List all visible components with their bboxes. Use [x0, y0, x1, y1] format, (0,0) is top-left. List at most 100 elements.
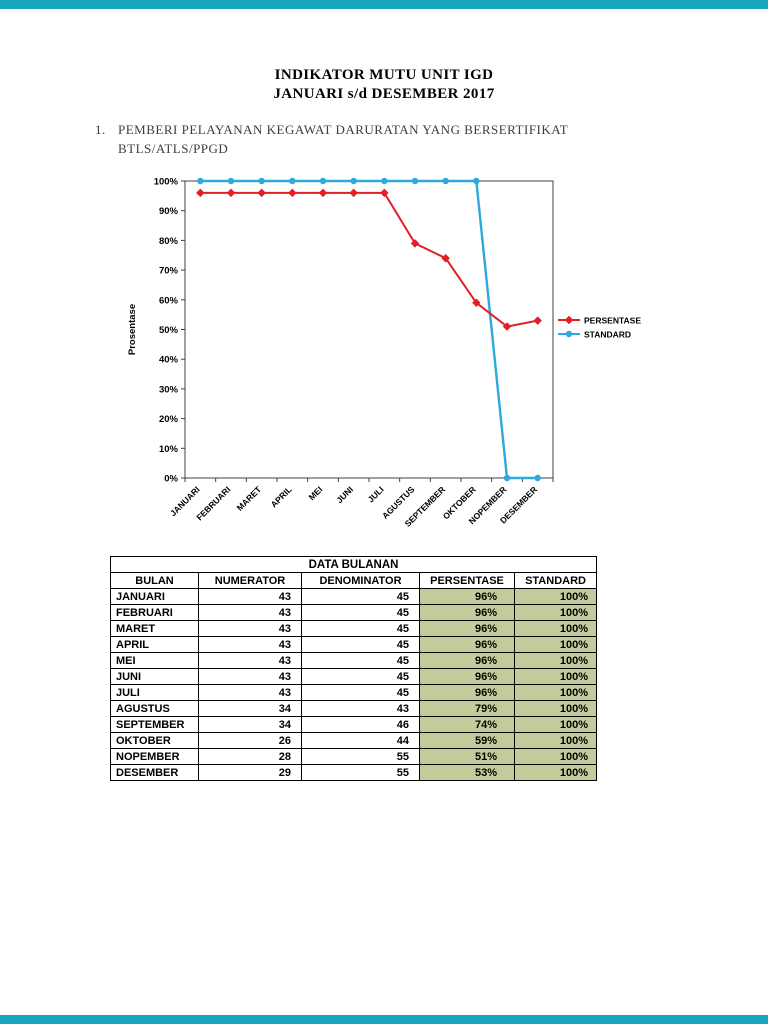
cell-standard: 100%: [513, 636, 598, 653]
top-accent-strip: [0, 0, 768, 9]
cell-bulan: APRIL: [110, 636, 199, 653]
standard-series-line: [200, 179, 538, 480]
table-row: JANUARI 43 45 96% 100%: [110, 588, 598, 605]
cell-persentase: 51%: [419, 748, 515, 765]
cell-persentase: 96%: [419, 588, 515, 605]
y-axis-title: Prosentase: [127, 304, 138, 355]
cell-standard: 100%: [513, 604, 598, 621]
table-title: DATA BULANAN: [109, 556, 598, 573]
cell-denominator: 45: [301, 652, 420, 669]
x-category-label: MARET: [235, 484, 264, 513]
cell-numerator: 29: [198, 764, 302, 781]
y-tick-label: 30%: [159, 384, 179, 395]
table-row: DESEMBER 29 55 53% 100%: [110, 764, 598, 781]
table-row: AGUSTUS 34 43 79% 100%: [110, 700, 598, 717]
table-header-row: BULAN NUMERATOR DENOMINATOR PERSENTASE S…: [110, 572, 598, 589]
y-tick-label: 10%: [159, 444, 179, 455]
cell-numerator: 43: [198, 604, 302, 621]
x-category-label: JUNI: [334, 484, 355, 505]
persentase-marker: [533, 316, 542, 325]
legend-persentase-label: PERSENTASE: [584, 316, 641, 326]
standard-marker: [411, 177, 419, 185]
standard-marker: [503, 474, 511, 482]
y-tick-label: 60%: [159, 295, 179, 306]
x-category-label: APRIL: [269, 484, 294, 509]
y-tick-label: 90%: [159, 206, 179, 217]
y-tick-label: 80%: [159, 236, 179, 247]
persentase-series-line: [200, 191, 538, 328]
cell-denominator: 45: [301, 668, 420, 685]
plot-area-border: [184, 180, 554, 479]
table-row: JULI 43 45 96% 100%: [110, 684, 598, 701]
cell-numerator: 43: [198, 684, 302, 701]
standard-marker: [319, 177, 327, 185]
cell-numerator: 34: [198, 700, 302, 717]
table-title-row: DATA BULANAN: [109, 556, 598, 573]
table-body: JANUARI 43 45 96% 100% FEBRUARI 43 45 96% 100% MAR…: [110, 588, 598, 781]
page-title-line2: JANUARI s/d DESEMBER 2017: [273, 86, 495, 102]
persentase-marker: [380, 188, 389, 198]
header-denominator: DENOMINATOR: [301, 572, 420, 589]
table-row: JUNI 43 45 96% 100%: [110, 668, 598, 685]
cell-numerator: 43: [198, 588, 302, 605]
persentase-marker: [318, 188, 328, 198]
x-category-label: JULI: [366, 484, 386, 504]
cell-numerator: 43: [198, 668, 302, 685]
cell-denominator: 45: [301, 588, 420, 605]
cell-persentase: 96%: [419, 652, 515, 669]
section-item-text: PEMBERI PELAYANAN KEGAWAT DARURATAN YANG…: [118, 120, 568, 158]
cell-persentase: 74%: [419, 716, 515, 733]
cell-bulan: JULI: [110, 684, 199, 701]
cell-standard: 100%: [513, 716, 598, 733]
bottom-accent-strip: [0, 1015, 768, 1024]
section-item-text-line2: BTLS/ATLS/PPGD: [118, 141, 229, 156]
table-row: APRIL 43 45 96% 100%: [110, 636, 598, 653]
x-category-label: MEI: [307, 484, 325, 502]
cell-standard: 100%: [513, 684, 598, 701]
table-row: OKTOBER 26 44 59% 100%: [110, 732, 598, 749]
cell-standard: 100%: [513, 764, 598, 781]
mutu-line-chart: 0% 10% 20% 30% 40% 50% 60% 70% 80% 90% 100% JANUARI…: [100, 173, 645, 548]
section-item-number: 1.: [95, 122, 106, 137]
data-bulanan-table: DATA BULANAN BULAN NUMERATOR DENOMINATOR…: [109, 556, 598, 781]
cell-standard: 100%: [513, 700, 598, 717]
standard-marker: [442, 177, 449, 185]
standard-marker: [350, 177, 357, 185]
persentase-marker: [226, 188, 236, 198]
cell-persentase: 59%: [419, 732, 515, 749]
section-item-1: 1. PEMBERI PELAYANAN KEGAWAT DARURATAN Y…: [95, 120, 655, 158]
standard-marker: [534, 474, 541, 482]
cell-denominator: 46: [301, 716, 420, 733]
cell-bulan: MEI: [110, 652, 199, 669]
cell-bulan: SEPTEMBER: [110, 716, 199, 733]
cell-bulan: JANUARI: [110, 588, 199, 605]
cell-numerator: 43: [198, 620, 302, 637]
cell-standard: 100%: [513, 748, 598, 765]
persentase-marker: [502, 322, 512, 331]
cell-denominator: 43: [301, 700, 420, 717]
cell-bulan: AGUSTUS: [110, 700, 199, 717]
persentase-marker: [196, 188, 205, 198]
cell-standard: 100%: [513, 668, 598, 685]
cell-bulan: MARET: [110, 620, 199, 637]
cell-bulan: OKTOBER: [110, 732, 199, 749]
legend-standard-marker: [565, 330, 573, 338]
persentase-marker: [288, 188, 297, 198]
table-row: MARET 43 45 96% 100%: [110, 620, 598, 637]
header-persentase: PERSENTASE: [419, 572, 515, 589]
persentase-marker: [349, 188, 358, 198]
table-row: SEPTEMBER 34 46 74% 100%: [110, 716, 598, 733]
cell-denominator: 45: [301, 620, 420, 637]
cell-numerator: 43: [198, 652, 302, 669]
cell-bulan: FEBRUARI: [110, 604, 199, 621]
y-tick-label: 100%: [154, 177, 179, 188]
cell-bulan: JUNI: [110, 668, 199, 685]
header-bulan: BULAN: [110, 572, 199, 589]
chart-svg: 0%10%20%30%40%50%60%70%80%90%100%JANUARI…: [127, 177, 641, 529]
cell-denominator: 55: [301, 748, 420, 765]
cell-numerator: 43: [198, 636, 302, 653]
cell-standard: 100%: [513, 652, 598, 669]
section-item-text-line1: PEMBERI PELAYANAN KEGAWAT DARURATAN YANG…: [118, 122, 569, 137]
standard-marker: [258, 177, 265, 185]
